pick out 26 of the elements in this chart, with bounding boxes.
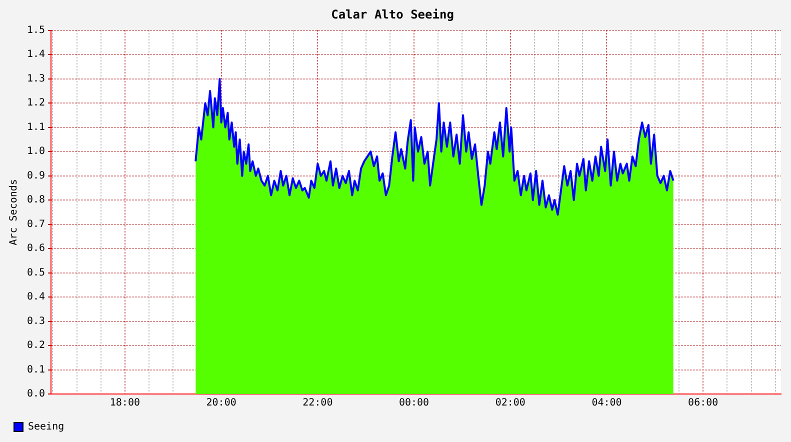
x-tick-label: 06:00: [688, 398, 718, 409]
y-tick-label: 0.8: [27, 194, 46, 206]
y-tick-label: 0.6: [27, 243, 46, 254]
y-tick-label: 0.9: [27, 170, 46, 182]
y-axis-title: Arc Seconds: [8, 179, 20, 246]
x-tick-label: 22:00: [302, 398, 333, 409]
y-tick-label: 0.7: [27, 218, 46, 230]
y-tick-label: 0.3: [27, 316, 46, 327]
chart-title: Calar Alto Seeing: [331, 7, 454, 22]
x-tick-label: 02:00: [495, 398, 526, 409]
y-tick-label: 1.3: [27, 73, 46, 84]
y-tick-label: 0.5: [27, 267, 46, 278]
y-tick-label: 0.0: [27, 388, 46, 400]
legend-label: Seeing: [28, 422, 64, 433]
y-tick-label: 1.0: [27, 146, 46, 158]
y-tick-label: 1.4: [27, 49, 46, 60]
x-tick-label: 18:00: [110, 398, 140, 409]
y-tick-label: 1.1: [27, 122, 46, 133]
x-tick-label: 04:00: [592, 398, 622, 409]
y-tick-label: 0.4: [27, 292, 46, 303]
y-tick-label: 0.2: [27, 340, 46, 352]
y-tick-label: 0.1: [27, 364, 46, 376]
y-tick-label: 1.5: [27, 24, 46, 36]
y-tick-label: 1.2: [27, 98, 46, 109]
x-tick-label: 00:00: [398, 398, 430, 409]
x-tick-label: 20:00: [206, 398, 236, 409]
